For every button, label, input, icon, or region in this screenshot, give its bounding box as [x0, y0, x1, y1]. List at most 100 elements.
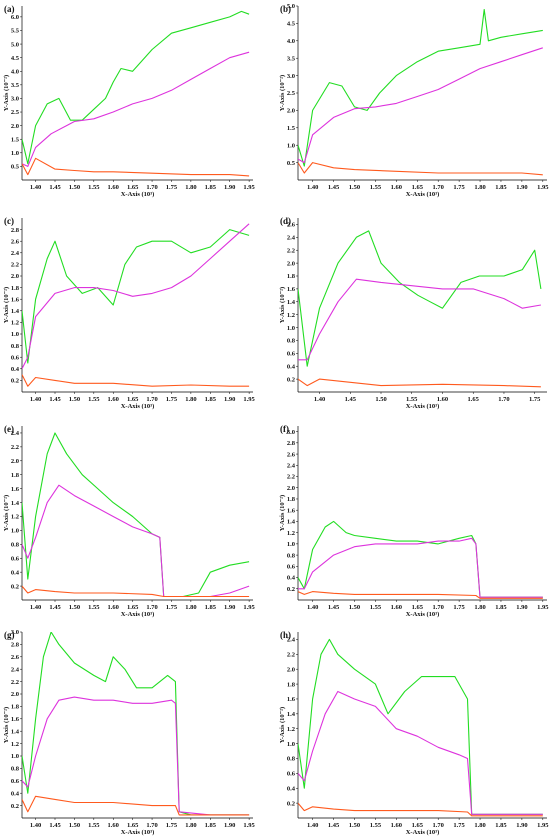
- y-tick-label: 0.5: [11, 164, 20, 171]
- y-tick-label: 0.6: [11, 354, 20, 361]
- x-tick-label: 1.90: [516, 822, 527, 829]
- panel-label: (e): [4, 424, 14, 434]
- x-tick-label: 1.90: [516, 184, 527, 191]
- x-tick-label: 1.60: [437, 396, 448, 403]
- x-axis-label: X-Axis (10³): [121, 611, 155, 618]
- x-tick-label: 1.40: [30, 396, 41, 403]
- y-tick-label: 2.5: [287, 90, 296, 97]
- chart-panel-1: (a) 0.5 1.0 1.5 2.0 2.5 3.0 3.5 4.0 4.5 5.0 5.5 6.0 1…: [3, 4, 256, 198]
- y-tick-label: 1.6: [11, 716, 20, 723]
- x-tick-label: 1.55: [370, 822, 382, 829]
- x-tick-label: 1.65: [412, 184, 424, 191]
- x-tick-label: 1.80: [185, 396, 196, 403]
- x-tick-label: 1.45: [328, 604, 340, 611]
- x-tick-label: 1.45: [328, 184, 340, 191]
- y-tick-label: 1.2: [287, 726, 295, 733]
- y-tick-label: 0.4: [11, 569, 20, 576]
- x-tick-label: 1.85: [495, 822, 507, 829]
- y-tick-label: 1.0: [11, 331, 19, 338]
- chart-panel-3: (c) 0.2 0.4 0.6 0.8 1.0 1.2 1.4 1.6 1.8 2.0 2.2 2.4 2…: [3, 216, 256, 410]
- y-tick-label: 1.2: [11, 514, 19, 521]
- x-tick-label: 1.70: [146, 396, 157, 403]
- x-tick-label: 1.65: [127, 604, 139, 611]
- x-tick-label: 1.75: [166, 822, 178, 829]
- y-tick-label: 0.2: [11, 583, 19, 590]
- y-tick-label: 2.2: [287, 474, 295, 481]
- x-tick-label: 1.75: [453, 822, 465, 829]
- series-line-green: [298, 230, 542, 367]
- y-tick-label: 1.6: [287, 507, 296, 514]
- y-tick-label: 2.0: [11, 273, 19, 280]
- y-axis-label: Y-Axis (10⁻²): [3, 287, 10, 323]
- x-axis-label: X-Axis (10³): [406, 191, 440, 198]
- chart-panel-2: (b) 0.5 1.0 1.5 2.0 2.5 3.0 3.5 4.0 4.5 5.0 1.40 1.4…: [279, 3, 549, 198]
- panel-label: (h): [280, 630, 291, 640]
- x-tick-label: 1.50: [349, 822, 360, 829]
- y-tick-label: 1.4: [287, 711, 296, 718]
- x-tick-label: 1.55: [370, 184, 382, 191]
- y-tick-label: 1.8: [287, 496, 296, 503]
- x-tick-label: 1.60: [108, 604, 119, 611]
- x-tick-label: 1.55: [88, 184, 100, 191]
- x-axis-label: X-Axis (10³): [121, 191, 155, 198]
- x-tick-label: 1.60: [108, 184, 119, 191]
- y-tick-label: 1.2: [287, 312, 295, 319]
- y-tick-label: 3.5: [287, 55, 296, 62]
- x-tick-label: 1.85: [495, 184, 507, 191]
- y-tick-label: 4.0: [287, 38, 295, 45]
- y-tick-label: 0.6: [287, 771, 296, 778]
- y-tick-label: 0.2: [287, 376, 295, 383]
- y-tick-label: 0.8: [287, 756, 296, 763]
- y-tick-label: 2.0: [11, 123, 19, 130]
- y-tick-label: 0.8: [11, 542, 20, 549]
- y-tick-label: 1.6: [11, 296, 20, 303]
- series-line-green: [22, 432, 250, 598]
- y-tick-label: 2.2: [11, 679, 19, 686]
- x-tick-label: 1.40: [307, 822, 318, 829]
- x-tick-label: 1.70: [498, 396, 509, 403]
- y-tick-label: 1.2: [11, 320, 19, 327]
- x-tick-label: 1.40: [314, 396, 325, 403]
- panel-label: (g): [4, 630, 15, 640]
- y-axis-label: Y-Axis (10⁻²): [3, 75, 10, 111]
- y-tick-label: 1.5: [11, 136, 20, 143]
- series-line-green: [298, 8, 543, 167]
- y-tick-label: 2.4: [287, 637, 296, 644]
- x-tick-label: 1.65: [127, 396, 139, 403]
- x-tick-label: 1.90: [224, 604, 235, 611]
- y-tick-label: 3.0: [11, 629, 19, 636]
- y-tick-label: 6.0: [11, 14, 19, 21]
- x-tick-label: 1.65: [412, 822, 424, 829]
- x-tick-label: 1.40: [30, 184, 41, 191]
- x-axis-label: X-Axis (10³): [121, 403, 155, 410]
- y-tick-label: 1.0: [11, 150, 19, 157]
- x-tick-label: 1.55: [88, 604, 100, 611]
- x-tick-label: 1.80: [185, 822, 196, 829]
- x-tick-label: 1.95: [537, 184, 549, 191]
- x-tick-label: 1.85: [205, 822, 217, 829]
- x-tick-label: 1.40: [30, 604, 41, 611]
- y-tick-label: 0.6: [287, 351, 296, 358]
- y-tick-label: 5.0: [287, 3, 295, 10]
- y-tick-label: 3.0: [11, 96, 19, 103]
- x-tick-label: 1.50: [69, 604, 80, 611]
- y-tick-label: 0.4: [287, 575, 296, 582]
- y-tick-label: 2.4: [287, 235, 296, 242]
- y-tick-label: 1.0: [287, 541, 295, 548]
- y-tick-label: 1.5: [287, 125, 296, 132]
- y-tick-label: 1.0: [11, 528, 19, 535]
- y-tick-label: 0.8: [11, 766, 20, 773]
- series-line-magenta: [298, 47, 543, 164]
- y-tick-label: 5.0: [11, 41, 19, 48]
- y-tick-label: 4.5: [11, 55, 20, 62]
- y-tick-label: 0.2: [11, 378, 19, 385]
- x-tick-label: 1.95: [243, 604, 255, 611]
- x-tick-label: 1.45: [49, 184, 61, 191]
- x-tick-label: 1.40: [30, 822, 41, 829]
- x-tick-label: 1.75: [166, 184, 178, 191]
- panel-label: (a): [4, 4, 15, 14]
- x-tick-label: 1.80: [474, 822, 485, 829]
- series-line-magenta: [22, 484, 250, 598]
- x-tick-label: 1.75: [453, 604, 465, 611]
